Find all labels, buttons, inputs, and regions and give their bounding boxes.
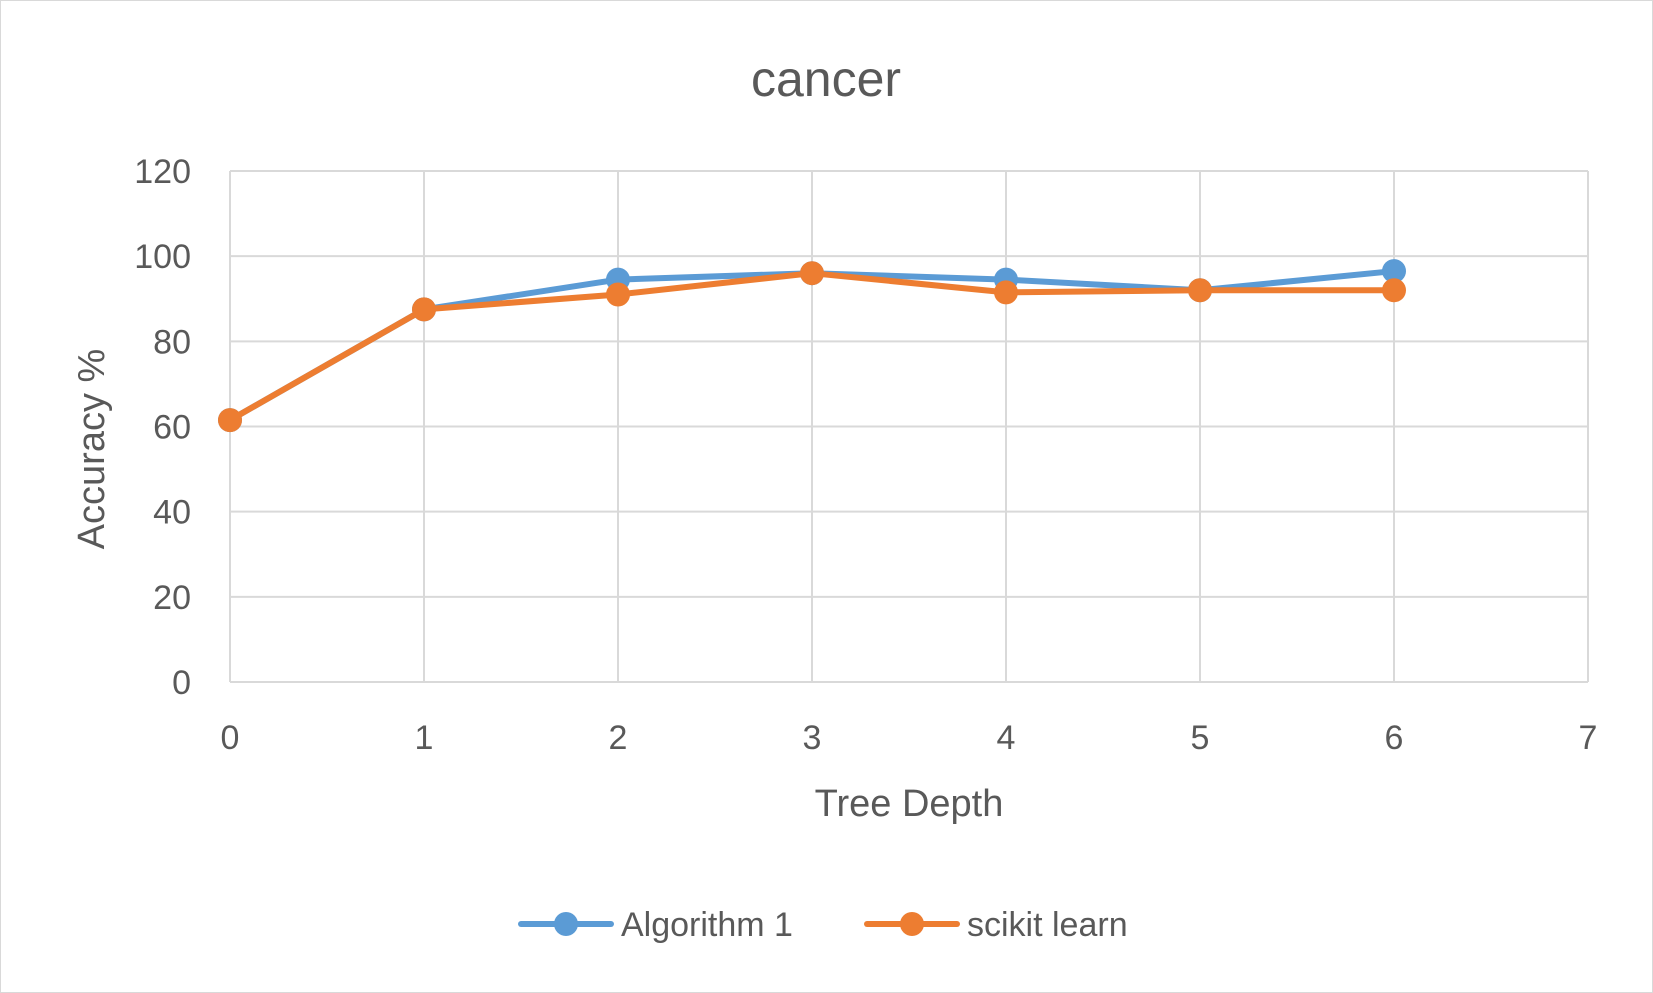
legend-item: Algorithm 1 [518, 906, 793, 944]
x-tick-label: 2 [609, 719, 628, 757]
x-tick-label: 7 [1579, 719, 1598, 757]
x-tick-label: 6 [1385, 719, 1404, 757]
x-tick-label: 3 [803, 719, 822, 757]
y-axis-title: Accuracy % [71, 349, 113, 550]
legend-item: scikit learn [864, 906, 1128, 944]
y-tick-label: 120 [134, 153, 191, 191]
data-point [800, 261, 824, 286]
data-point [412, 297, 436, 322]
x-axis-title: Tree Depth [815, 783, 1004, 825]
x-tick-label: 5 [1191, 719, 1210, 757]
x-tick-label: 1 [415, 719, 434, 757]
legend-label: scikit learn [967, 906, 1128, 944]
data-point [218, 408, 242, 433]
series-scikit-learn [218, 261, 1406, 433]
legend-swatch-marker [900, 912, 924, 936]
y-tick-label: 0 [172, 664, 191, 702]
y-tick-label: 100 [134, 238, 191, 276]
data-point [1382, 259, 1406, 284]
legend-label: Algorithm 1 [621, 906, 793, 944]
data-point [1382, 278, 1406, 303]
y-tick-label: 80 [153, 323, 191, 361]
tick-labels: 0 20 40 60 80 100 120 0 1 2 3 4 5 6 7 [134, 153, 1597, 757]
chart-title: cancer [751, 51, 901, 107]
data-point [1188, 278, 1212, 303]
x-tick-label: 0 [221, 719, 240, 757]
legend-swatch-marker [554, 912, 578, 936]
grid [229, 170, 1589, 683]
y-tick-label: 20 [153, 579, 191, 617]
x-tick-label: 4 [997, 719, 1016, 757]
data-point [606, 282, 630, 307]
y-tick-label: 40 [153, 494, 191, 532]
y-tick-label: 60 [153, 409, 191, 447]
series [218, 259, 1406, 433]
legend: Algorithm 1 scikit learn [518, 906, 1128, 944]
data-point [994, 280, 1018, 305]
